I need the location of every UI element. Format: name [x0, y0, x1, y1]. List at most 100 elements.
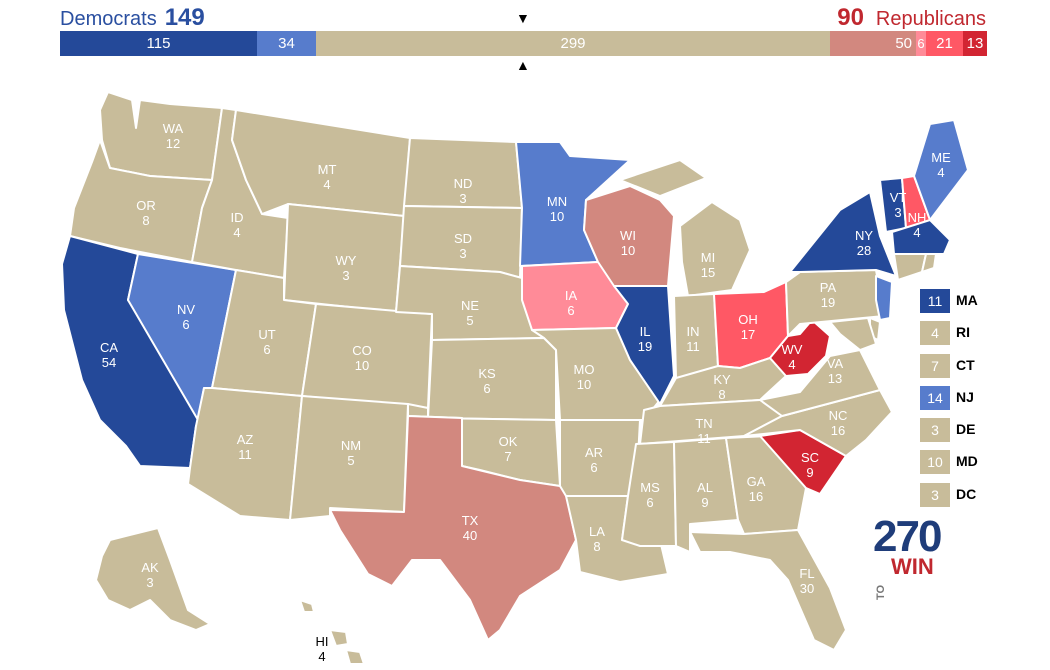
state-label-fl: FL	[799, 566, 814, 581]
state-ev-nv: 6	[182, 317, 189, 332]
democrats-header: Democrats 149	[60, 4, 205, 32]
state-hi[interactable]	[299, 599, 365, 665]
state-label-wi: WI	[620, 228, 636, 243]
legend-ev: 4	[920, 321, 950, 345]
legend-state: MD	[956, 453, 978, 469]
state-ev-ne: 5	[466, 313, 473, 328]
state-ks[interactable]	[427, 337, 557, 421]
state-label-nd: ND	[454, 176, 473, 191]
state-label-vt: VT	[890, 190, 907, 205]
state-ev-va: 13	[828, 371, 842, 386]
state-ev-mn: 10	[550, 209, 564, 224]
legend-state: DC	[956, 486, 977, 502]
legend-row-ri[interactable]: 4 RI	[920, 321, 1030, 345]
state-mi[interactable]	[619, 159, 751, 297]
state-ma[interactable]	[891, 219, 951, 255]
logo-win: WIN	[891, 554, 934, 579]
state-ev-in: 11	[686, 339, 700, 354]
state-ev-il: 19	[638, 339, 652, 354]
state-nc[interactable]	[743, 389, 893, 457]
legend-ev: 10	[920, 450, 950, 474]
state-nj[interactable]	[875, 275, 893, 321]
state-ev-al: 9	[701, 495, 708, 510]
state-label-wa: WA	[163, 121, 184, 136]
state-ev-ca: 54	[102, 355, 116, 370]
state-ev-me: 4	[937, 165, 944, 180]
state-ev-mi: 15	[701, 265, 715, 280]
state-label-mn: MN	[547, 194, 567, 209]
state-ev-ga: 16	[749, 489, 763, 504]
state-ev-nc: 16	[831, 423, 845, 438]
state-ev-az: 11	[238, 447, 252, 462]
electoral-vote-bar: 115 34 299 50 6 21 13	[60, 31, 987, 56]
state-label-pa: PA	[820, 280, 837, 295]
state-ev-vt: 3	[894, 205, 901, 220]
state-label-ga: GA	[747, 474, 766, 489]
legend-state: RI	[956, 324, 970, 340]
state-me[interactable]	[913, 119, 969, 221]
state-ev-wi: 10	[621, 243, 635, 258]
state-wv[interactable]	[769, 319, 831, 377]
legend-ev: 3	[920, 418, 950, 442]
state-ev-la: 8	[593, 539, 600, 554]
state-ct[interactable]	[893, 253, 927, 281]
democrats-label: Democrats	[60, 8, 157, 30]
state-ev-id: 4	[233, 225, 240, 240]
state-label-mt: MT	[318, 162, 337, 177]
legend-row-ma[interactable]: 11 MA	[920, 289, 1030, 313]
state-label-ok: OK	[499, 434, 518, 449]
state-ev-hi: 4	[318, 649, 325, 664]
state-label-ca: CA	[100, 340, 118, 355]
state-ev-ok: 7	[504, 449, 511, 464]
state-ev-oh: 17	[741, 327, 755, 342]
legend-ev: 14	[920, 386, 950, 410]
logo-to: TO	[875, 584, 887, 600]
state-ev-ut: 6	[263, 342, 270, 357]
state-ev-tn: 11	[697, 431, 711, 446]
republicans-total: 90	[837, 4, 864, 31]
state-wa[interactable]	[99, 91, 223, 181]
bar-likely-dem: 34	[257, 31, 316, 56]
state-label-tx: TX	[462, 513, 479, 528]
state-label-oh: OH	[738, 312, 758, 327]
state-label-sd: SD	[454, 231, 472, 246]
state-ev-mt: 4	[323, 177, 330, 192]
state-ev-fl: 30	[800, 581, 814, 596]
state-ak[interactable]	[95, 527, 211, 631]
legend-ev: 7	[920, 354, 950, 378]
state-ev-ak: 3	[146, 575, 153, 590]
state-label-hi: HI	[316, 634, 329, 649]
republicans-label: Republicans	[875, 8, 986, 30]
state-label-me: ME	[931, 150, 951, 165]
state-ev-or: 8	[142, 213, 149, 228]
state-label-nc: NC	[829, 408, 848, 423]
state-label-ks: KS	[478, 366, 496, 381]
state-label-az: AZ	[237, 432, 254, 447]
state-ev-ms: 6	[646, 495, 653, 510]
state-fl[interactable]	[689, 529, 847, 651]
state-label-ny: NY	[855, 228, 873, 243]
legend-row-md[interactable]: 10 MD	[920, 450, 1030, 474]
270towin-logo[interactable]: 270 TO WIN	[873, 512, 943, 600]
legend-row-ct[interactable]: 7 CT	[920, 354, 1030, 378]
state-il[interactable]	[613, 285, 675, 405]
legend-row-de[interactable]: 3 DE	[920, 418, 1030, 442]
state-label-co: CO	[352, 343, 372, 358]
state-ev-sd: 3	[459, 246, 466, 261]
republicans-header: 90 Republicans	[837, 4, 986, 32]
legend-ev: 11	[920, 289, 950, 313]
state-ev-wy: 3	[342, 268, 349, 283]
legend-row-nj[interactable]: 14 NJ	[920, 386, 1030, 410]
legend-row-dc[interactable]: 3 DC	[920, 483, 1030, 507]
state-label-la: LA	[589, 524, 605, 539]
legend-ev: 3	[920, 483, 950, 507]
state-label-il: IL	[640, 324, 651, 339]
bar-safe-dem: 115	[60, 31, 257, 56]
state-ri[interactable]	[921, 253, 937, 273]
state-md[interactable]	[829, 317, 877, 351]
state-label-ar: AR	[585, 445, 603, 460]
state-tx[interactable]	[329, 415, 577, 641]
state-ny[interactable]	[789, 191, 897, 277]
state-label-va: VA	[827, 356, 844, 371]
state-label-sc: SC	[801, 450, 819, 465]
